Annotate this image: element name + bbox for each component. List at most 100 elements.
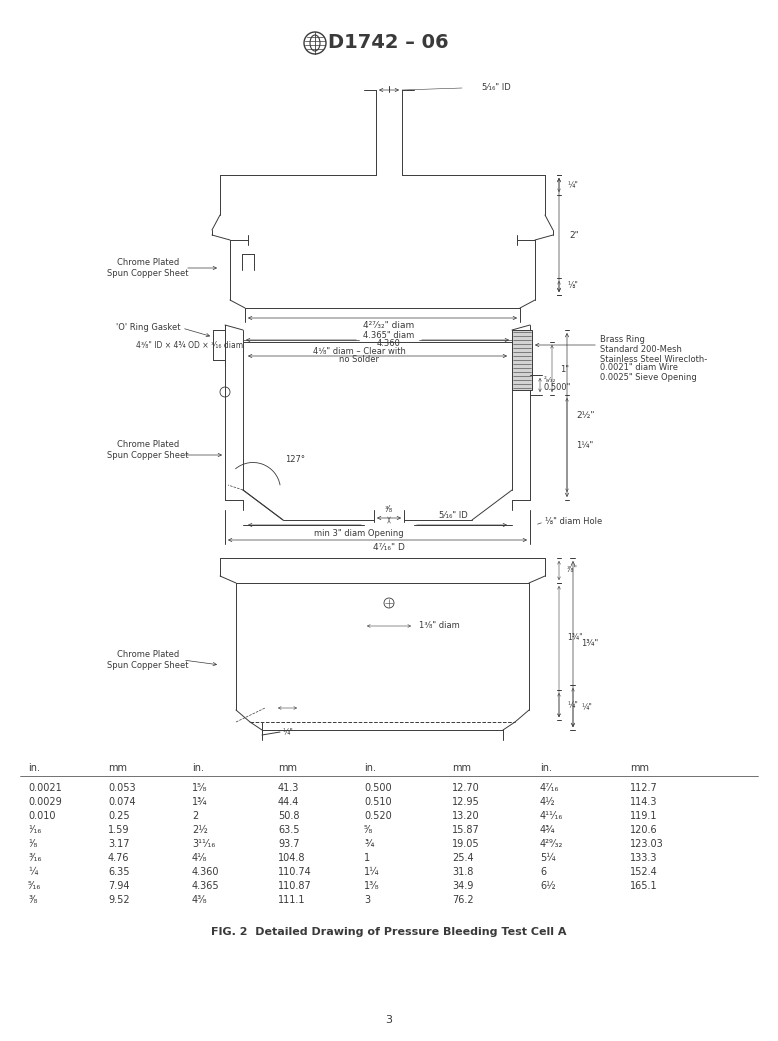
Text: ¼": ¼" — [581, 703, 592, 711]
Text: 112.7: 112.7 — [630, 783, 657, 793]
Text: 110.74: 110.74 — [278, 867, 312, 877]
Text: ¾: ¾ — [364, 839, 373, 849]
Text: 2: 2 — [192, 811, 198, 821]
Text: 4³⁄₈" ID × 4¾ OD × ³⁄₁₆ diam: 4³⁄₈" ID × 4¾ OD × ³⁄₁₆ diam — [136, 340, 244, 350]
Text: D1742 – 06: D1742 – 06 — [328, 33, 448, 52]
Text: 120.6: 120.6 — [630, 826, 657, 835]
Text: 7.94: 7.94 — [108, 881, 129, 891]
Text: mm: mm — [452, 763, 471, 773]
Text: 5⁄₁₆" ID: 5⁄₁₆" ID — [482, 82, 510, 92]
Text: 0.0021: 0.0021 — [28, 783, 61, 793]
Text: 4.360: 4.360 — [192, 867, 219, 877]
Text: 4.365" diam: 4.365" diam — [363, 331, 415, 340]
Text: ¹⁄₈: ¹⁄₈ — [28, 839, 37, 849]
Text: 0.510: 0.510 — [364, 797, 391, 807]
Text: ¼": ¼" — [282, 728, 293, 736]
Text: 1¾: 1¾ — [192, 797, 208, 807]
Text: 0.053: 0.053 — [108, 783, 135, 793]
Text: 13.20: 13.20 — [452, 811, 479, 821]
Text: 111.1: 111.1 — [278, 895, 306, 905]
Text: 2½: 2½ — [192, 826, 208, 835]
Text: ³⁄₈: ³⁄₈ — [28, 895, 37, 905]
Text: 0.520: 0.520 — [364, 811, 392, 821]
Text: 2": 2" — [569, 230, 579, 239]
Text: 0.25: 0.25 — [108, 811, 130, 821]
Text: 1.59: 1.59 — [108, 826, 129, 835]
Text: 6: 6 — [540, 867, 546, 877]
Text: FIG. 2  Detailed Drawing of Pressure Bleeding Test Cell A: FIG. 2 Detailed Drawing of Pressure Blee… — [212, 926, 566, 937]
Text: 1¾": 1¾" — [567, 634, 583, 642]
Text: 4²⁹⁄₃₂: 4²⁹⁄₃₂ — [540, 839, 563, 849]
Text: 41.3: 41.3 — [278, 783, 300, 793]
Text: in.: in. — [28, 763, 40, 773]
Text: 4²⁷⁄₃₂" diam: 4²⁷⁄₃₂" diam — [363, 321, 415, 330]
Text: 0.074: 0.074 — [108, 797, 135, 807]
Text: mm: mm — [278, 763, 297, 773]
Text: 4⁷⁄₁₆: 4⁷⁄₁₆ — [540, 783, 559, 793]
Text: 165.1: 165.1 — [630, 881, 657, 891]
Text: 3.17: 3.17 — [108, 839, 129, 849]
Text: 0.0025" Sieve Opening: 0.0025" Sieve Opening — [600, 373, 697, 381]
Text: 4¹⁄₈: 4¹⁄₈ — [192, 853, 208, 863]
Text: 4.76: 4.76 — [108, 853, 129, 863]
Text: 9.52: 9.52 — [108, 895, 130, 905]
Text: ¹⁄₁₆: ¹⁄₁₆ — [28, 826, 41, 835]
Text: 19.05: 19.05 — [452, 839, 479, 849]
Text: 1: 1 — [364, 853, 370, 863]
Text: 114.3: 114.3 — [630, 797, 657, 807]
Text: ⅛": ⅛" — [567, 281, 578, 290]
Text: 104.8: 104.8 — [278, 853, 306, 863]
Text: 44.4: 44.4 — [278, 797, 300, 807]
Text: ⁵⁄₁₆: ⁵⁄₁₆ — [28, 881, 41, 891]
Text: 0.500": 0.500" — [544, 383, 571, 392]
Text: 123.03: 123.03 — [630, 839, 664, 849]
Text: 1¾": 1¾" — [581, 639, 598, 649]
Text: 0.010: 0.010 — [28, 811, 55, 821]
Text: 34.9: 34.9 — [452, 881, 473, 891]
Text: no Solder: no Solder — [339, 355, 379, 364]
Text: Brass Ring: Brass Ring — [600, 335, 645, 345]
Text: 1³⁄₈: 1³⁄₈ — [364, 881, 380, 891]
Text: 25.4: 25.4 — [452, 853, 474, 863]
Text: ³⁄₁₆: ³⁄₁₆ — [28, 853, 41, 863]
Text: 4³⁄₈: 4³⁄₈ — [192, 895, 208, 905]
Text: 'O' Ring Gasket: 'O' Ring Gasket — [116, 324, 180, 332]
Text: min 3" diam Opening: min 3" diam Opening — [314, 529, 404, 537]
Text: ¼": ¼" — [567, 180, 578, 189]
Text: 119.1: 119.1 — [630, 811, 657, 821]
Text: 0.0029: 0.0029 — [28, 797, 61, 807]
Text: 1¼": 1¼" — [576, 440, 594, 450]
Text: 31.8: 31.8 — [452, 867, 473, 877]
Text: in.: in. — [192, 763, 204, 773]
Text: 5⁄₁₆" ID: 5⁄₁₆" ID — [439, 510, 468, 519]
Text: 4¾: 4¾ — [540, 826, 555, 835]
Text: Standard 200-Mesh: Standard 200-Mesh — [600, 346, 682, 355]
Text: 1¼: 1¼ — [364, 867, 380, 877]
Text: 4.360: 4.360 — [377, 339, 401, 349]
Text: 63.5: 63.5 — [278, 826, 300, 835]
Text: 76.2: 76.2 — [452, 895, 474, 905]
Text: 5¼: 5¼ — [540, 853, 555, 863]
Text: 0.500: 0.500 — [364, 783, 391, 793]
Text: 6½: 6½ — [540, 881, 555, 891]
Text: 4½: 4½ — [540, 797, 555, 807]
Text: ⅛" diam Hole: ⅛" diam Hole — [545, 517, 602, 527]
Text: 12.95: 12.95 — [452, 797, 480, 807]
Text: 152.4: 152.4 — [630, 867, 657, 877]
Text: Chrome Plated
Spun Copper Sheet: Chrome Plated Spun Copper Sheet — [107, 440, 189, 460]
Text: 4¹⁄₈" diam – Clear with: 4¹⁄₈" diam – Clear with — [313, 348, 405, 356]
Text: 1⁵⁄₈: 1⁵⁄₈ — [192, 783, 208, 793]
Text: 4⁷⁄₁₆" D: 4⁷⁄₁₆" D — [373, 543, 405, 553]
Text: 1³⁄₈" diam: 1³⁄₈" diam — [419, 621, 460, 631]
Text: 50.8: 50.8 — [278, 811, 300, 821]
Text: ³⁄₈": ³⁄₈" — [567, 565, 578, 575]
Text: 3: 3 — [364, 895, 370, 905]
Text: mm: mm — [630, 763, 649, 773]
Text: ¼": ¼" — [567, 701, 578, 710]
Text: 4.365: 4.365 — [192, 881, 219, 891]
Text: 110.87: 110.87 — [278, 881, 312, 891]
Text: ⁵⁄₈: ⁵⁄₈ — [364, 826, 373, 835]
Text: 12.70: 12.70 — [452, 783, 480, 793]
Text: 3¹¹⁄₁₆: 3¹¹⁄₁₆ — [192, 839, 216, 849]
Text: 4¹¹⁄₁₆: 4¹¹⁄₁₆ — [540, 811, 563, 821]
